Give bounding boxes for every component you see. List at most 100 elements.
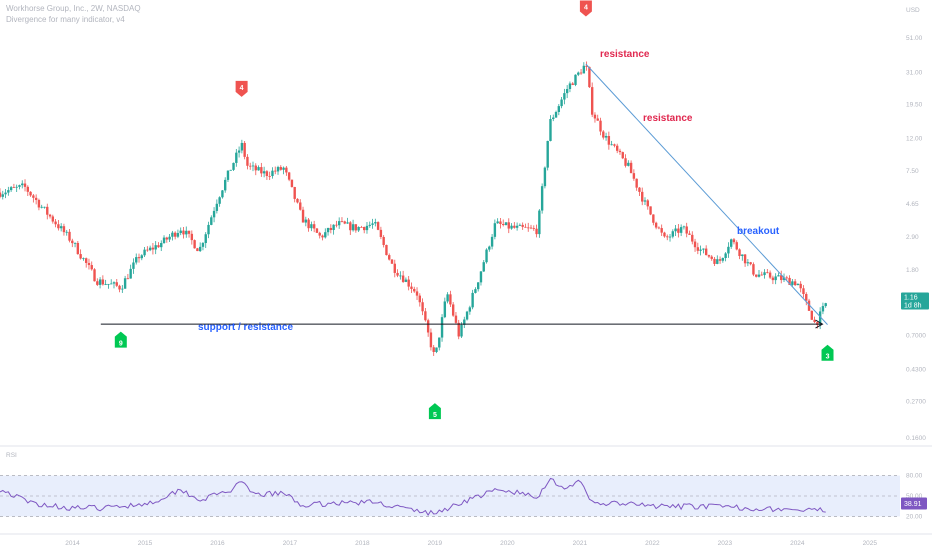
candle xyxy=(23,179,27,192)
candle-body xyxy=(646,200,649,207)
candle-body xyxy=(1,194,4,197)
time-tick-label: 2016 xyxy=(210,540,225,547)
candle-body xyxy=(502,224,505,226)
candle-body xyxy=(363,227,366,231)
candle-body xyxy=(524,226,527,228)
candle-body xyxy=(246,156,249,166)
candle xyxy=(699,245,702,256)
candle-body xyxy=(693,241,697,248)
candle xyxy=(493,219,497,240)
candle-body xyxy=(713,258,716,264)
candle-body xyxy=(610,144,613,146)
candle xyxy=(54,219,57,228)
support-resistance-label: support / resistance xyxy=(198,322,293,333)
candle-body xyxy=(229,169,232,171)
candle-body xyxy=(390,259,394,264)
candle xyxy=(249,162,252,170)
candle xyxy=(521,222,524,230)
candle-body xyxy=(304,219,308,223)
candle xyxy=(465,310,469,321)
candle-body xyxy=(413,288,416,292)
candle xyxy=(59,223,63,232)
candles xyxy=(0,61,827,356)
candle xyxy=(421,298,424,316)
candle xyxy=(4,189,7,199)
candle xyxy=(454,311,458,325)
candle-body xyxy=(760,274,763,276)
candle-body xyxy=(663,232,666,237)
candle-body xyxy=(652,214,655,223)
candle-body xyxy=(688,233,691,235)
candle-body xyxy=(518,224,522,226)
candle xyxy=(337,217,341,229)
candle xyxy=(165,236,169,243)
candle-body xyxy=(638,187,641,192)
candle-body xyxy=(596,118,599,121)
candle-body xyxy=(499,221,502,225)
candle xyxy=(571,82,574,86)
candle xyxy=(432,345,435,356)
candle-body xyxy=(37,199,41,208)
candle xyxy=(204,232,207,249)
candle-body xyxy=(540,186,544,211)
candle xyxy=(310,221,313,232)
candle xyxy=(457,319,460,340)
candle xyxy=(671,229,675,239)
candle-body xyxy=(59,226,63,229)
candle-body xyxy=(821,306,825,312)
candle-body xyxy=(563,93,566,100)
candle xyxy=(173,231,177,240)
candle-body xyxy=(160,243,163,248)
candle-body xyxy=(207,224,210,235)
candle-body xyxy=(704,248,708,256)
candle xyxy=(365,222,369,234)
candle-body xyxy=(87,262,91,266)
candle xyxy=(287,171,291,182)
candle-body xyxy=(418,295,422,303)
candle xyxy=(388,253,391,261)
candle-body xyxy=(385,244,388,256)
candle xyxy=(57,219,60,231)
candle xyxy=(118,284,121,293)
candle xyxy=(307,217,310,232)
candle xyxy=(513,222,516,229)
candle-body xyxy=(9,187,13,191)
candle-body xyxy=(777,275,780,277)
candle-body xyxy=(268,175,271,177)
candle-body xyxy=(602,131,605,138)
candle xyxy=(599,117,602,136)
currency-label: USD xyxy=(906,7,920,14)
candle-body xyxy=(627,162,630,166)
candle xyxy=(610,140,613,146)
candle xyxy=(677,224,680,238)
candle-body xyxy=(332,224,335,231)
signal-markers: 4 9 5 4 3 xyxy=(114,0,834,420)
price-tick-label: 0.2700 xyxy=(906,399,926,406)
candle-body xyxy=(324,232,327,238)
candle xyxy=(729,238,733,249)
candle-body xyxy=(162,237,166,244)
candle-body xyxy=(51,216,55,222)
candle-body xyxy=(493,223,497,237)
candle xyxy=(646,199,649,210)
candle-body xyxy=(571,83,574,85)
candle-body xyxy=(479,271,483,283)
candle-body xyxy=(376,222,380,230)
candle xyxy=(704,245,708,256)
candle xyxy=(635,178,638,191)
candle-body xyxy=(235,152,238,163)
candle xyxy=(426,318,430,337)
sell-marker-label: 4 xyxy=(584,5,588,12)
candle-body xyxy=(657,227,661,229)
candle-body xyxy=(788,277,791,285)
candle xyxy=(668,234,672,242)
candle xyxy=(235,148,238,167)
candle-body xyxy=(679,227,683,233)
candle xyxy=(237,146,241,158)
candle xyxy=(279,165,282,171)
candle xyxy=(0,188,2,199)
candle xyxy=(716,255,719,265)
candle xyxy=(215,199,219,214)
candle-body xyxy=(218,197,221,204)
